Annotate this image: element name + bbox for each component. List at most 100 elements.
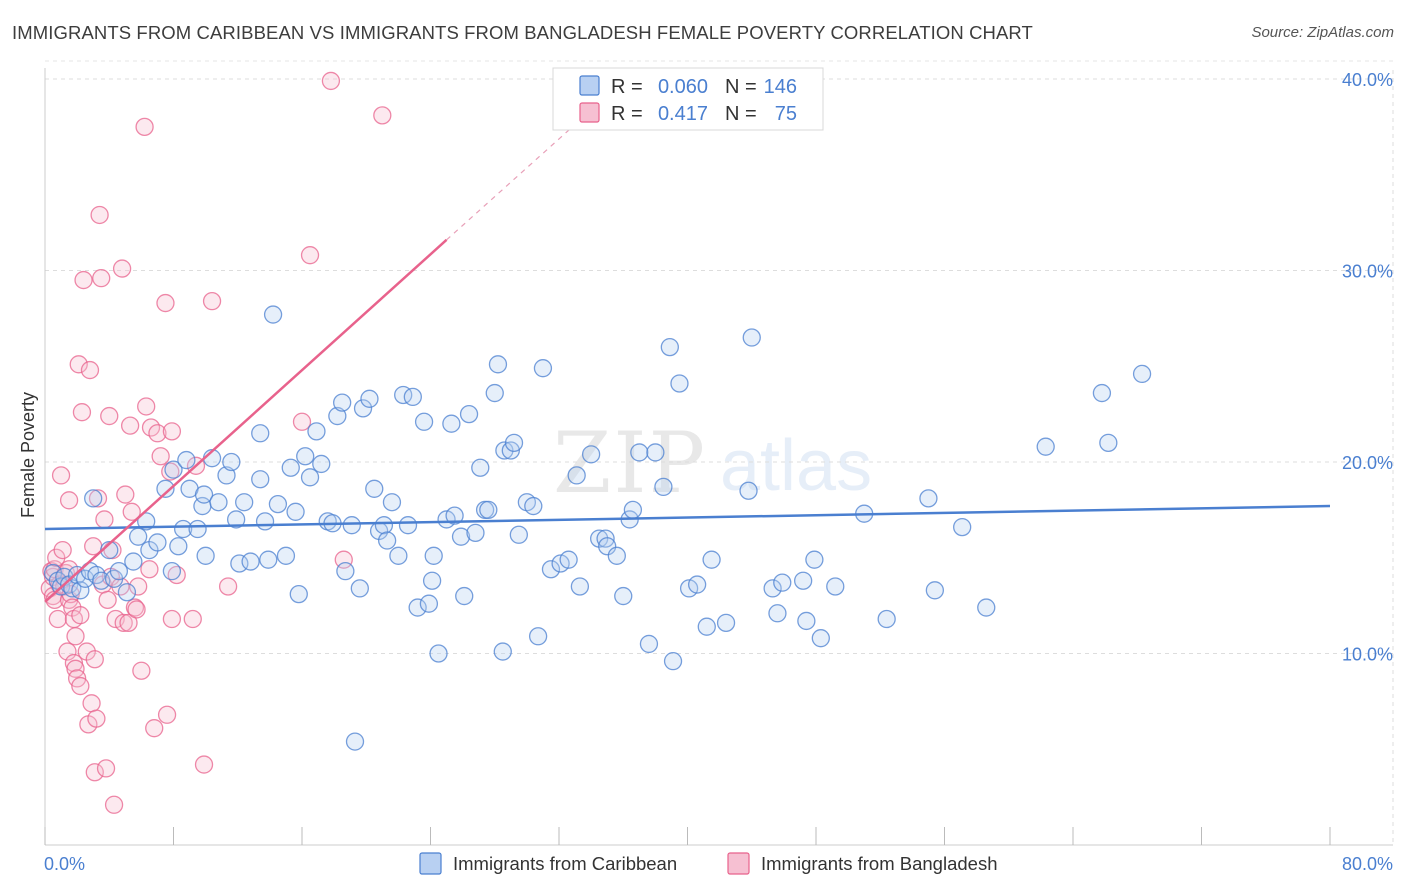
caribbean-point-91 bbox=[488, 355, 508, 374]
caribbean-point-15 bbox=[109, 562, 129, 581]
caribbean-point-41 bbox=[251, 470, 270, 489]
caribbean-point-47 bbox=[276, 546, 296, 565]
bangladesh-point-52 bbox=[116, 485, 135, 504]
stats-r-label-caribbean: R = bbox=[611, 76, 643, 98]
series-bangladesh-points bbox=[40, 71, 392, 814]
caribbean-point-125 bbox=[716, 613, 736, 633]
caribbean-point-64 bbox=[360, 389, 379, 408]
caribbean-point-68 bbox=[377, 531, 397, 550]
caribbean-point-35 bbox=[217, 466, 236, 485]
stats-swatch-bangladesh bbox=[579, 102, 600, 123]
bangladesh-point-26 bbox=[71, 676, 90, 696]
x-tick-labels: 0.0% 80.0% bbox=[44, 854, 1393, 874]
caribbean-point-137 bbox=[877, 609, 896, 629]
caribbean-point-39 bbox=[235, 493, 254, 512]
caribbean-point-48 bbox=[281, 458, 300, 477]
trend-line-bangladesh bbox=[44, 238, 448, 603]
caribbean-point-59 bbox=[336, 562, 355, 581]
caribbean-point-44 bbox=[259, 550, 278, 569]
chart-title: IMMIGRANTS FROM CARIBBEAN VS IMMIGRANTS … bbox=[12, 22, 1033, 43]
caribbean-point-78 bbox=[424, 546, 443, 565]
bangladesh-point-21 bbox=[66, 627, 85, 646]
bangladesh-point-73 bbox=[183, 609, 202, 629]
caribbean-point-109 bbox=[598, 537, 617, 556]
bangladesh-point-65 bbox=[148, 424, 167, 443]
legend-swatch-caribbean[interactable] bbox=[419, 852, 442, 875]
caribbean-point-11 bbox=[87, 565, 106, 585]
caribbean-point-111 bbox=[614, 586, 633, 606]
caribbean-point-117 bbox=[654, 477, 673, 497]
caribbean-point-113 bbox=[623, 500, 643, 520]
x-tick-label-max: 80.0% bbox=[1342, 854, 1393, 874]
stats-box: R = 0.060 N = 146 R = 0.417 N = 75 bbox=[552, 67, 824, 131]
y-tick-label-20: 20.0% bbox=[1342, 453, 1393, 473]
caribbean-point-62 bbox=[350, 579, 369, 598]
caribbean-point-139 bbox=[925, 581, 945, 600]
watermark-atlas: atlas bbox=[720, 426, 872, 506]
bangladesh-point-78 bbox=[292, 412, 312, 431]
caribbean-point-42 bbox=[251, 424, 270, 443]
caribbean-point-37 bbox=[226, 510, 246, 529]
bangladesh-point-68 bbox=[157, 705, 177, 724]
bangladesh-point-61 bbox=[137, 397, 156, 416]
stats-swatch-caribbean bbox=[579, 75, 600, 96]
caribbean-point-100 bbox=[533, 359, 553, 378]
caribbean-point-58 bbox=[333, 393, 352, 412]
caribbean-point-131 bbox=[794, 571, 813, 590]
bangladesh-point-47 bbox=[104, 795, 124, 814]
legend-label-bangladesh[interactable]: Immigrants from Bangladesh bbox=[761, 853, 998, 874]
bangladesh-point-43 bbox=[98, 590, 117, 610]
caribbean-point-69 bbox=[382, 493, 402, 512]
bangladesh-point-69 bbox=[161, 462, 180, 481]
caribbean-point-130 bbox=[773, 573, 792, 592]
caribbean-point-96 bbox=[509, 525, 528, 544]
bangladesh-point-13 bbox=[58, 642, 77, 661]
caribbean-point-23 bbox=[162, 562, 182, 581]
caribbean-point-75 bbox=[414, 412, 434, 431]
bangladesh-point-25 bbox=[71, 606, 90, 625]
caribbean-point-19 bbox=[137, 512, 156, 531]
caribbean-point-122 bbox=[687, 575, 707, 594]
bangladesh-point-50 bbox=[112, 259, 132, 278]
caribbean-point-123 bbox=[697, 617, 716, 636]
caribbean-point-128 bbox=[763, 579, 782, 598]
bangladesh-point-31 bbox=[80, 360, 100, 380]
stats-r-label-bangladesh: R = bbox=[611, 103, 643, 125]
caribbean-point-53 bbox=[307, 422, 326, 441]
caribbean-point-110 bbox=[607, 546, 626, 565]
bangladesh-point-54 bbox=[120, 416, 140, 435]
caribbean-point-79 bbox=[429, 644, 448, 663]
y-tick-labels: 10.0% 20.0% 30.0% 40.0% bbox=[1342, 70, 1393, 665]
bangladesh-point-80 bbox=[334, 550, 353, 569]
bangladesh-point-81 bbox=[321, 71, 341, 91]
watermark: ZIP atlas bbox=[553, 414, 872, 512]
caribbean-point-99 bbox=[528, 627, 548, 646]
legend-label-caribbean[interactable]: Immigrants from Caribbean bbox=[453, 853, 677, 874]
caribbean-point-16 bbox=[117, 583, 137, 602]
caribbean-point-143 bbox=[1092, 383, 1112, 403]
stats-r-value-bangladesh: 0.417 bbox=[658, 103, 708, 125]
bangladesh-point-62 bbox=[140, 560, 159, 579]
legend-swatch-bangladesh[interactable] bbox=[727, 852, 750, 875]
caribbean-point-43 bbox=[255, 512, 275, 531]
caribbean-point-63 bbox=[353, 399, 373, 418]
caribbean-point-83 bbox=[451, 527, 471, 546]
caribbean-point-105 bbox=[570, 577, 590, 596]
caribbean-point-87 bbox=[471, 458, 490, 477]
bangladesh-point-32 bbox=[82, 694, 101, 713]
caribbean-point-118 bbox=[660, 337, 679, 357]
caribbean-point-25 bbox=[169, 537, 188, 556]
caribbean-point-132 bbox=[797, 611, 816, 631]
caribbean-point-40 bbox=[241, 552, 260, 571]
caribbean-point-124 bbox=[702, 550, 721, 569]
caribbean-point-140 bbox=[953, 517, 972, 537]
bangladesh-point-82 bbox=[373, 106, 392, 125]
bangladesh-point-55 bbox=[122, 502, 141, 521]
bangladesh-point-38 bbox=[90, 205, 109, 225]
stats-n-value-caribbean: 146 bbox=[764, 76, 797, 98]
caribbean-point-133 bbox=[805, 550, 824, 569]
caribbean-point-29 bbox=[188, 519, 207, 539]
caribbean-point-52 bbox=[300, 468, 320, 487]
bangladesh-point-51 bbox=[114, 613, 133, 633]
